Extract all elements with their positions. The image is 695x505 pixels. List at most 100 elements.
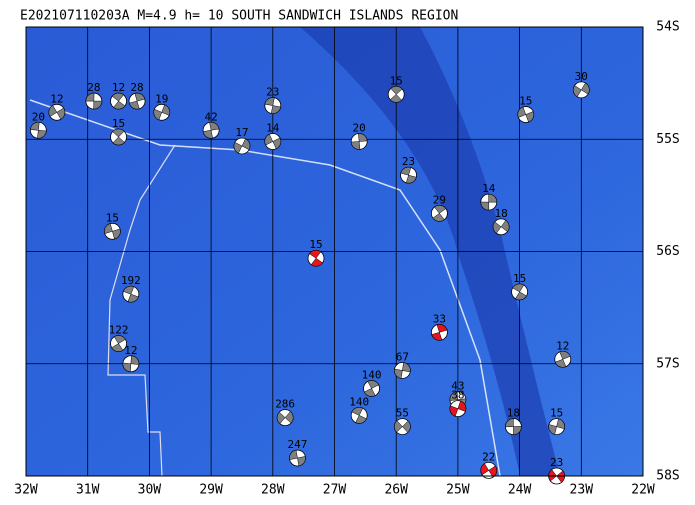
- depth-label: 12: [124, 344, 137, 357]
- focal-mechanism: [430, 204, 448, 222]
- beachball-compression: [548, 469, 565, 483]
- beachball-compression: [129, 92, 146, 110]
- depth-label: 15: [519, 95, 532, 108]
- beachball-compression: [512, 283, 527, 301]
- depth-label: 247: [288, 438, 308, 451]
- depth-label: 12: [50, 92, 63, 105]
- depth-label: 20: [32, 110, 45, 123]
- focal-mechanism: [29, 121, 47, 139]
- focal-mechanism: [264, 97, 282, 114]
- beachball-compression: [202, 122, 220, 139]
- focal-mechanism: [363, 380, 380, 397]
- depth-label: 28: [87, 81, 100, 94]
- lat-tick-label: 57S: [656, 356, 679, 371]
- beachball-compression: [480, 463, 497, 478]
- beachball-compression: [48, 105, 66, 120]
- beachball-compression: [432, 205, 447, 222]
- map-title: E202107110203A M=4.9 h= 10 SOUTH SANDWIC…: [20, 9, 458, 24]
- beachball-compression: [394, 420, 411, 433]
- depth-label: 192: [121, 274, 141, 287]
- depth-label: 18: [494, 207, 507, 220]
- beachball-compression: [264, 97, 281, 114]
- focal-mechanism: [548, 418, 566, 436]
- lon-tick-label: 29W: [199, 483, 223, 498]
- lon-tick-label: 22W: [631, 483, 655, 498]
- depth-label: 19: [155, 92, 168, 105]
- focal-mechanism: [387, 85, 405, 103]
- beachball-compression: [111, 335, 126, 352]
- depth-label: 15: [309, 238, 322, 251]
- depth-label: 286: [275, 398, 295, 411]
- beachball-compression: [573, 82, 590, 98]
- map-frame: [25, 26, 644, 477]
- beachball-compression: [351, 407, 367, 424]
- focal-mechanism: [110, 92, 127, 110]
- focal-mechanism: [511, 283, 528, 301]
- lon-tick-label: 32W: [14, 483, 38, 498]
- depth-label: 28: [130, 81, 143, 94]
- beachball-compression: [276, 411, 294, 425]
- focal-mechanism: [233, 137, 251, 155]
- focal-mechanism: [307, 249, 325, 267]
- depth-label: 122: [109, 324, 129, 337]
- focal-mechanism: [449, 400, 467, 418]
- plate-boundary: [107, 144, 176, 477]
- depth-label: 22: [482, 450, 495, 463]
- depth-label: 20: [353, 121, 366, 134]
- beachball-compression: [449, 400, 467, 417]
- focal-mechanism: [202, 121, 220, 139]
- focal-mechanism: [48, 103, 66, 121]
- focal-mechanism: [153, 103, 171, 121]
- beachball-compression: [309, 250, 323, 267]
- depth-label: 12: [556, 339, 569, 352]
- lon-tick-label: 31W: [76, 483, 100, 498]
- events: 28 12 28 19 12 20 15 42 17 14 23 15 20 30 15 23 29 14 18 15…: [29, 70, 590, 485]
- depth-label: 33: [433, 312, 446, 325]
- depth-label: 18: [507, 407, 520, 420]
- focal-mechanism: [480, 193, 498, 211]
- depth-label: 42: [204, 110, 217, 123]
- focal-mechanism: [430, 323, 448, 341]
- focal-mechanism: [85, 92, 103, 110]
- depth-label: 29: [433, 193, 446, 206]
- depth-label: 15: [390, 74, 403, 87]
- depth-label: 15: [550, 407, 563, 420]
- beachball-compression: [431, 324, 448, 341]
- lon-tick-label: 27W: [323, 483, 347, 498]
- beachball-compression: [233, 138, 251, 154]
- lon-tick-label: 26W: [384, 483, 408, 498]
- depth-label: 12: [112, 81, 125, 94]
- beachball-compression: [394, 362, 411, 379]
- focal-mechanism: [350, 406, 368, 424]
- focal-mechanism: [264, 133, 282, 150]
- beachball-compression: [289, 449, 306, 467]
- focal-mechanism: [393, 418, 411, 436]
- beachball-compression: [364, 380, 380, 397]
- beachball-compression: [153, 104, 170, 121]
- focal-mechanism: [505, 418, 522, 436]
- depth-label: 43: [451, 380, 464, 393]
- beachball-compression: [111, 92, 126, 110]
- focal-mechanism: [393, 362, 411, 379]
- depth-label: 15: [106, 211, 119, 224]
- depth-label: 55: [396, 407, 409, 420]
- lat-tick-label: 56S: [656, 244, 679, 259]
- focal-mechanism: [400, 166, 417, 184]
- plate-boundary: [29, 99, 501, 477]
- depth-label: 30: [575, 70, 588, 83]
- depth-label: 14: [266, 121, 280, 134]
- lat-tick-label: 55S: [656, 132, 679, 147]
- lon-tick-label: 24W: [508, 483, 532, 498]
- depth-label: 23: [550, 456, 563, 469]
- lon-tick-label: 25W: [446, 483, 470, 498]
- beachball-compression: [555, 351, 571, 368]
- depth-label: 140: [362, 368, 382, 381]
- lon-tick-label: 23W: [570, 483, 594, 498]
- beachball-compression: [505, 418, 522, 435]
- beachball-compression: [112, 128, 125, 146]
- focal-mechanism: [110, 128, 127, 146]
- beachball-compression: [517, 106, 534, 123]
- focal-mechanism: [350, 133, 368, 150]
- focal-mechanism: [517, 106, 535, 123]
